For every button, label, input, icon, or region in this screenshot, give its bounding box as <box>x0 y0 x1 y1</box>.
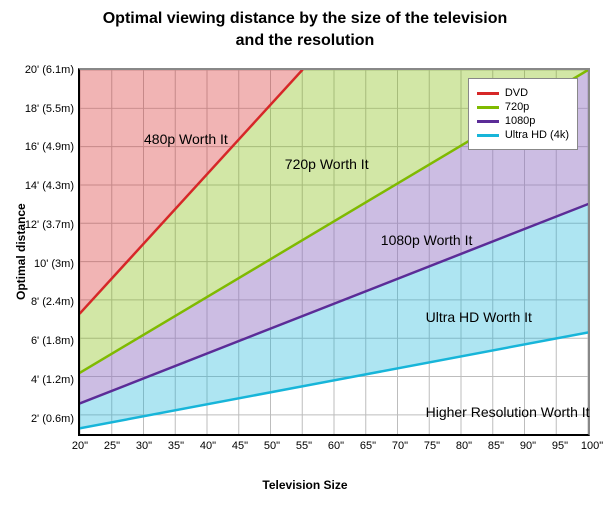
x-tick: 65" <box>360 434 376 452</box>
legend-label: Ultra HD (4k) <box>505 129 569 141</box>
x-tick: 75" <box>424 434 440 452</box>
x-tick: 80" <box>456 434 472 452</box>
x-tick: 70" <box>392 434 408 452</box>
y-tick: 6' (1.8m) <box>31 335 80 347</box>
region-label: Ultra HD Worth It <box>426 309 532 325</box>
legend-swatch <box>477 106 499 109</box>
x-tick: 20" <box>72 434 88 452</box>
y-tick: 20' (6.1m) <box>25 64 80 76</box>
region-label: 720p Worth It <box>285 156 369 172</box>
y-tick: 2' (0.6m) <box>31 413 80 425</box>
x-axis-label: Television Size <box>0 478 610 492</box>
legend: DVD 720p 1080p Ultra HD (4k) <box>468 78 578 150</box>
legend-label: DVD <box>505 87 528 99</box>
region-label: 480p Worth It <box>144 131 228 147</box>
legend-swatch <box>477 92 499 95</box>
y-tick: 14' (4.3m) <box>25 180 80 192</box>
x-tick: 90" <box>520 434 536 452</box>
x-tick: 25" <box>104 434 120 452</box>
legend-swatch <box>477 134 499 137</box>
x-tick: 60" <box>328 434 344 452</box>
y-tick: 4' (1.2m) <box>31 374 80 386</box>
y-tick: 18' (5.5m) <box>25 103 80 115</box>
legend-item: 1080p <box>477 115 569 127</box>
legend-label: 1080p <box>505 115 536 127</box>
legend-label: 720p <box>505 101 529 113</box>
x-tick: 40" <box>200 434 216 452</box>
region-label: 1080p Worth It <box>381 232 473 248</box>
x-tick: 45" <box>232 434 248 452</box>
y-tick: 16' (4.9m) <box>25 141 80 153</box>
x-tick: 55" <box>296 434 312 452</box>
y-axis-label: Optimal distance <box>14 203 28 300</box>
x-tick: 85" <box>488 434 504 452</box>
chart-title-line1: Optimal viewing distance by the size of … <box>0 10 610 28</box>
legend-swatch <box>477 120 499 123</box>
legend-item: DVD <box>477 87 569 99</box>
legend-item: 720p <box>477 101 569 113</box>
y-tick: 10' (3m) <box>34 258 80 270</box>
x-tick: 35" <box>168 434 184 452</box>
plot-area: DVD720p1080pUltra HD (4k) 2' (0.6m)4' (1… <box>78 68 590 436</box>
x-tick: 30" <box>136 434 152 452</box>
chart-title-line2: and the resolution <box>0 32 610 50</box>
x-tick: 100" <box>581 434 603 452</box>
legend-item: Ultra HD (4k) <box>477 129 569 141</box>
y-tick: 8' (2.4m) <box>31 296 80 308</box>
x-tick: 50" <box>264 434 280 452</box>
viewing-distance-chart: Optimal viewing distance by the size of … <box>0 0 610 513</box>
y-tick: 12' (3.7m) <box>25 219 80 231</box>
x-tick: 95" <box>552 434 568 452</box>
region-label: Higher Resolution Worth It <box>426 404 590 420</box>
